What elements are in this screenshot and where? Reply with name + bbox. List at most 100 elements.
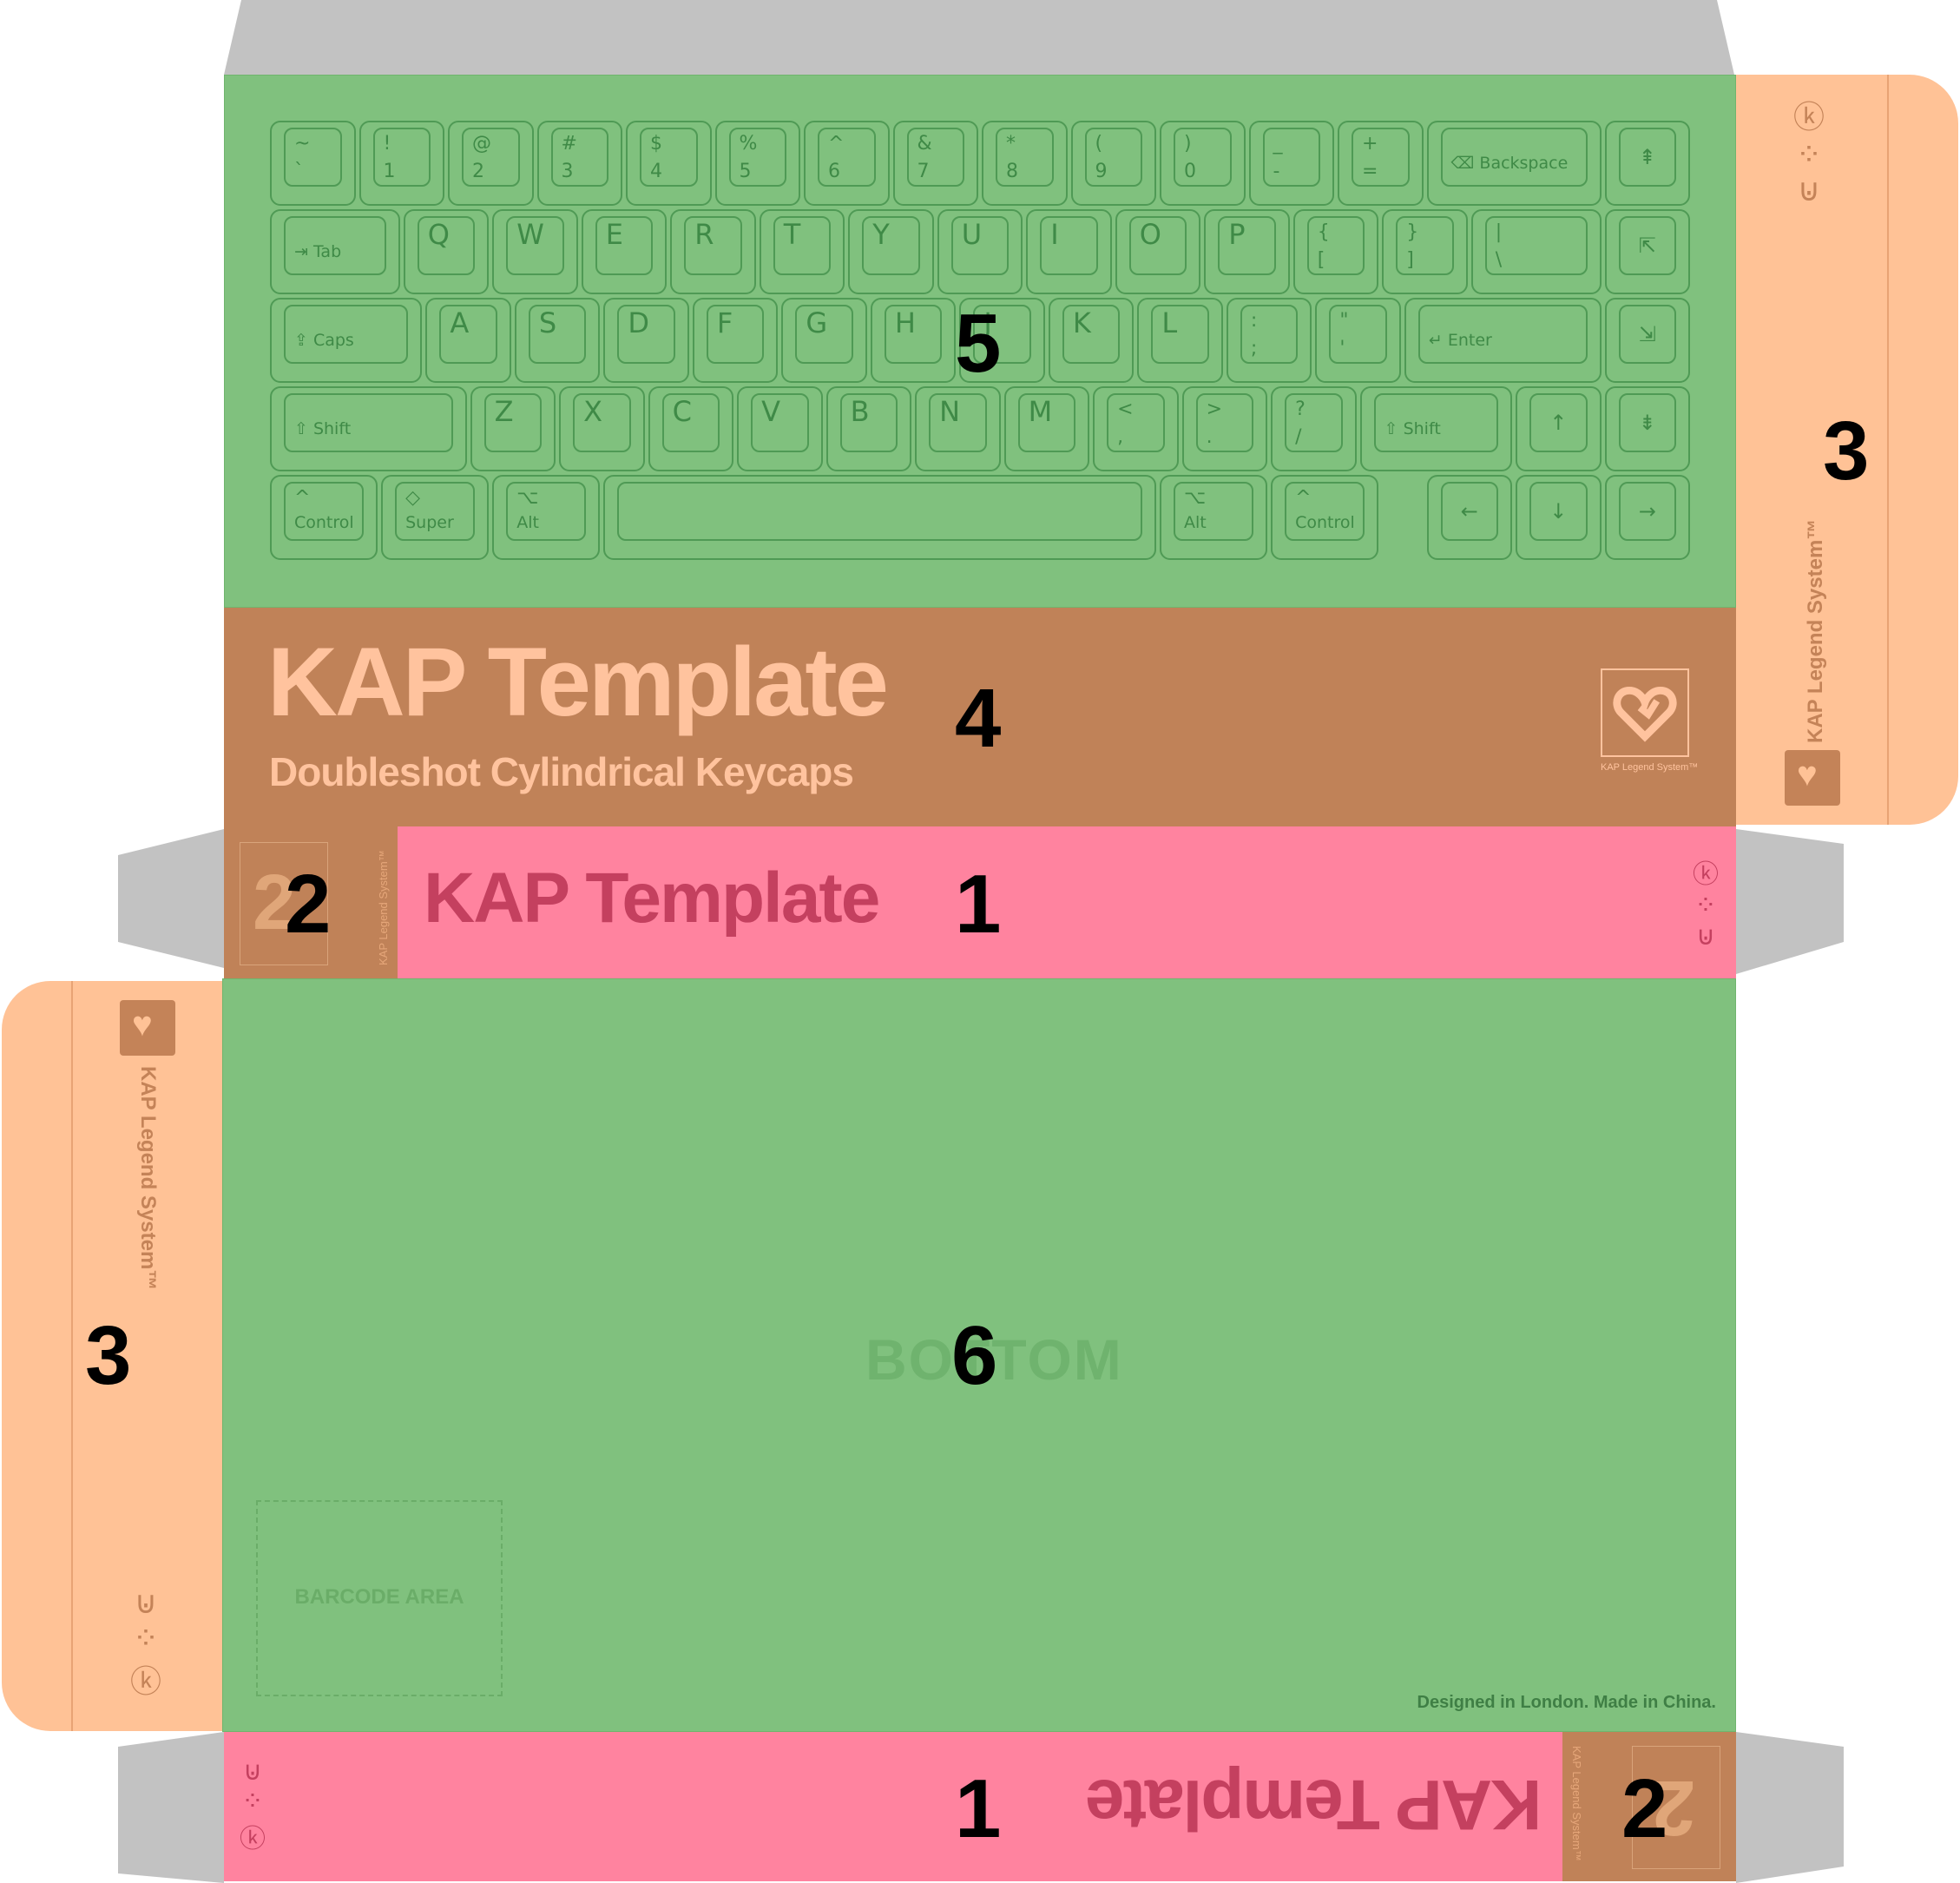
heart-logo-icon bbox=[1613, 687, 1677, 742]
left-flap-logo: ♥ bbox=[120, 1000, 175, 1056]
key-legend-top: : bbox=[1250, 310, 1258, 332]
key: V bbox=[737, 386, 823, 471]
key-legend-bottom: 5 bbox=[739, 161, 752, 182]
key-icon: ^ bbox=[1295, 487, 1312, 509]
diamond-dots-icon: ⁘ bbox=[1795, 137, 1823, 173]
key-legend: ⇧ Shift bbox=[294, 419, 352, 438]
key: #3 bbox=[536, 121, 622, 206]
key: ⇱ bbox=[1604, 209, 1690, 294]
key-legend-bottom: ; bbox=[1250, 338, 1258, 359]
key-legend: Control bbox=[294, 513, 354, 532]
key: ⇟ bbox=[1604, 386, 1690, 471]
key-legend-top: & bbox=[917, 133, 932, 155]
key: → bbox=[1604, 475, 1690, 560]
diamond-dots-icon: ⁘ bbox=[1694, 891, 1717, 921]
diamond-dots-icon: ⁘ bbox=[132, 1621, 160, 1656]
key-legend-bottom: \ bbox=[1495, 249, 1503, 271]
panel-number-1-top: 1 bbox=[955, 858, 1002, 951]
key-icon: ◇ bbox=[405, 487, 421, 509]
key: B bbox=[825, 386, 912, 471]
top-strip-title: KAP Template bbox=[424, 859, 880, 938]
key: ⇥ Tab bbox=[270, 209, 400, 294]
key-icon: ⇞ bbox=[1638, 145, 1656, 169]
key-legend: X bbox=[583, 395, 603, 428]
key-legend-bottom: 8 bbox=[1006, 161, 1018, 182]
keyboard-diagram: ~ `! 1 @2 #3 $4% 5 ^ 6 & 7 * 8(9) 0 _ - + = ⌫ Backspace ⇞ ⇥ … bbox=[270, 121, 1690, 562]
key: ⌫ Backspace bbox=[1426, 121, 1602, 206]
key-legend: Alt bbox=[1184, 513, 1207, 532]
key: ⇧ Shift bbox=[1359, 386, 1512, 471]
key-legend: T bbox=[783, 218, 801, 251]
key: E bbox=[581, 209, 668, 294]
key: G bbox=[781, 298, 867, 383]
key: ) 0 bbox=[1160, 121, 1246, 206]
key: K bbox=[1048, 298, 1135, 383]
right-flap-icons: ⓚ ⁘ ⊍ bbox=[1793, 92, 1825, 208]
panel-number-3-left: 3 bbox=[85, 1309, 132, 1402]
key: ~ ` bbox=[270, 121, 356, 206]
key: <, bbox=[1093, 386, 1179, 471]
key-legend: ⇪ Caps bbox=[294, 331, 354, 350]
key-legend: Y bbox=[872, 218, 890, 251]
key-legend: F bbox=[716, 306, 733, 339]
key-legend-bottom: 9 bbox=[1095, 161, 1108, 182]
key: J bbox=[959, 298, 1045, 383]
key-icon: ^ bbox=[294, 487, 311, 509]
kap-k-icon: ⓚ bbox=[1693, 859, 1719, 890]
key: % 5 bbox=[714, 121, 800, 206]
bottom-strip-title: KAP Template bbox=[1087, 1765, 1542, 1844]
top-strip-logo-box: 2 bbox=[240, 842, 328, 965]
heart-logo-icon: ♥ bbox=[1797, 755, 1818, 793]
key-legend: ⇧ Shift bbox=[1384, 419, 1441, 438]
key-legend-bottom: 2 bbox=[472, 161, 484, 182]
key: }] bbox=[1382, 209, 1468, 294]
key-legend: P bbox=[1228, 218, 1246, 251]
key-legend-bottom: 6 bbox=[828, 161, 840, 182]
key-legend-bottom: 7 bbox=[917, 161, 930, 182]
key-legend-bottom: 1 bbox=[383, 161, 396, 182]
diamond-dots-icon: ⁘ bbox=[241, 1787, 264, 1817]
panel-number-5: 5 bbox=[955, 297, 1002, 390]
key-legend-top: ! bbox=[383, 133, 391, 155]
key: (9 bbox=[1070, 121, 1156, 206]
key-legend: K bbox=[1072, 306, 1091, 339]
right-flap-label: KAP Legend System™ bbox=[1804, 518, 1827, 743]
key-legend: L bbox=[1161, 306, 1178, 339]
bottom-strip-icons: ⊍ ⁘ ⓚ bbox=[240, 1756, 266, 1855]
key-legend-top: _ bbox=[1273, 133, 1283, 155]
kap-k-icon: ⓚ bbox=[240, 1824, 266, 1854]
key-legend: ⇥ Tab bbox=[294, 242, 342, 261]
key: ^ Control bbox=[1271, 475, 1379, 560]
key-legend-bottom: 3 bbox=[561, 161, 574, 182]
left-flap-label: KAP Legend System™ bbox=[136, 1066, 160, 1291]
key: W bbox=[492, 209, 578, 294]
panel-number-4: 4 bbox=[955, 672, 1002, 765]
key: O bbox=[1115, 209, 1201, 294]
key: ← bbox=[1426, 475, 1512, 560]
key: U bbox=[937, 209, 1023, 294]
key-legend-bottom: / bbox=[1295, 426, 1302, 448]
key: ↵ Enter bbox=[1404, 298, 1602, 383]
panel-front: KAP Template Doubleshot Cylindrical Keyc… bbox=[224, 608, 1736, 826]
key: >. bbox=[1181, 386, 1268, 471]
left-flap-icons: ⊍ ⁘ ⓚ bbox=[130, 1585, 161, 1702]
key-legend: ↵ Enter bbox=[1428, 331, 1492, 350]
key-legend: O bbox=[1139, 218, 1161, 251]
key: ^ 6 bbox=[804, 121, 890, 206]
panel-bottom: BOTTOM BARCODE AREA Designed in London. … bbox=[222, 978, 1736, 1732]
key: ? / bbox=[1271, 386, 1357, 471]
top-strip: 2 KAP Legend System™ KAP Template ⓚ ⁘ ⊍ bbox=[224, 826, 1736, 978]
key: ^ Control bbox=[270, 475, 378, 560]
bottom-watermark: BOTTOM bbox=[865, 1327, 1123, 1392]
key-legend-top: % bbox=[739, 133, 758, 155]
key-legend-bottom: ' bbox=[1339, 338, 1345, 359]
key: & 7 bbox=[892, 121, 978, 206]
key-legend: Z bbox=[494, 395, 514, 428]
key: ◇ Super bbox=[381, 475, 490, 560]
key-legend-top: ) bbox=[1184, 133, 1192, 155]
key-legend: M bbox=[1028, 395, 1053, 428]
key-icon: ⇟ bbox=[1638, 411, 1656, 435]
bottom-footer: Designed in London. Made in China. bbox=[1417, 1693, 1716, 1712]
key-legend: D bbox=[628, 306, 650, 339]
left-side-flap: ♥ KAP Legend System™ ⊍ ⁘ ⓚ bbox=[2, 981, 224, 1731]
